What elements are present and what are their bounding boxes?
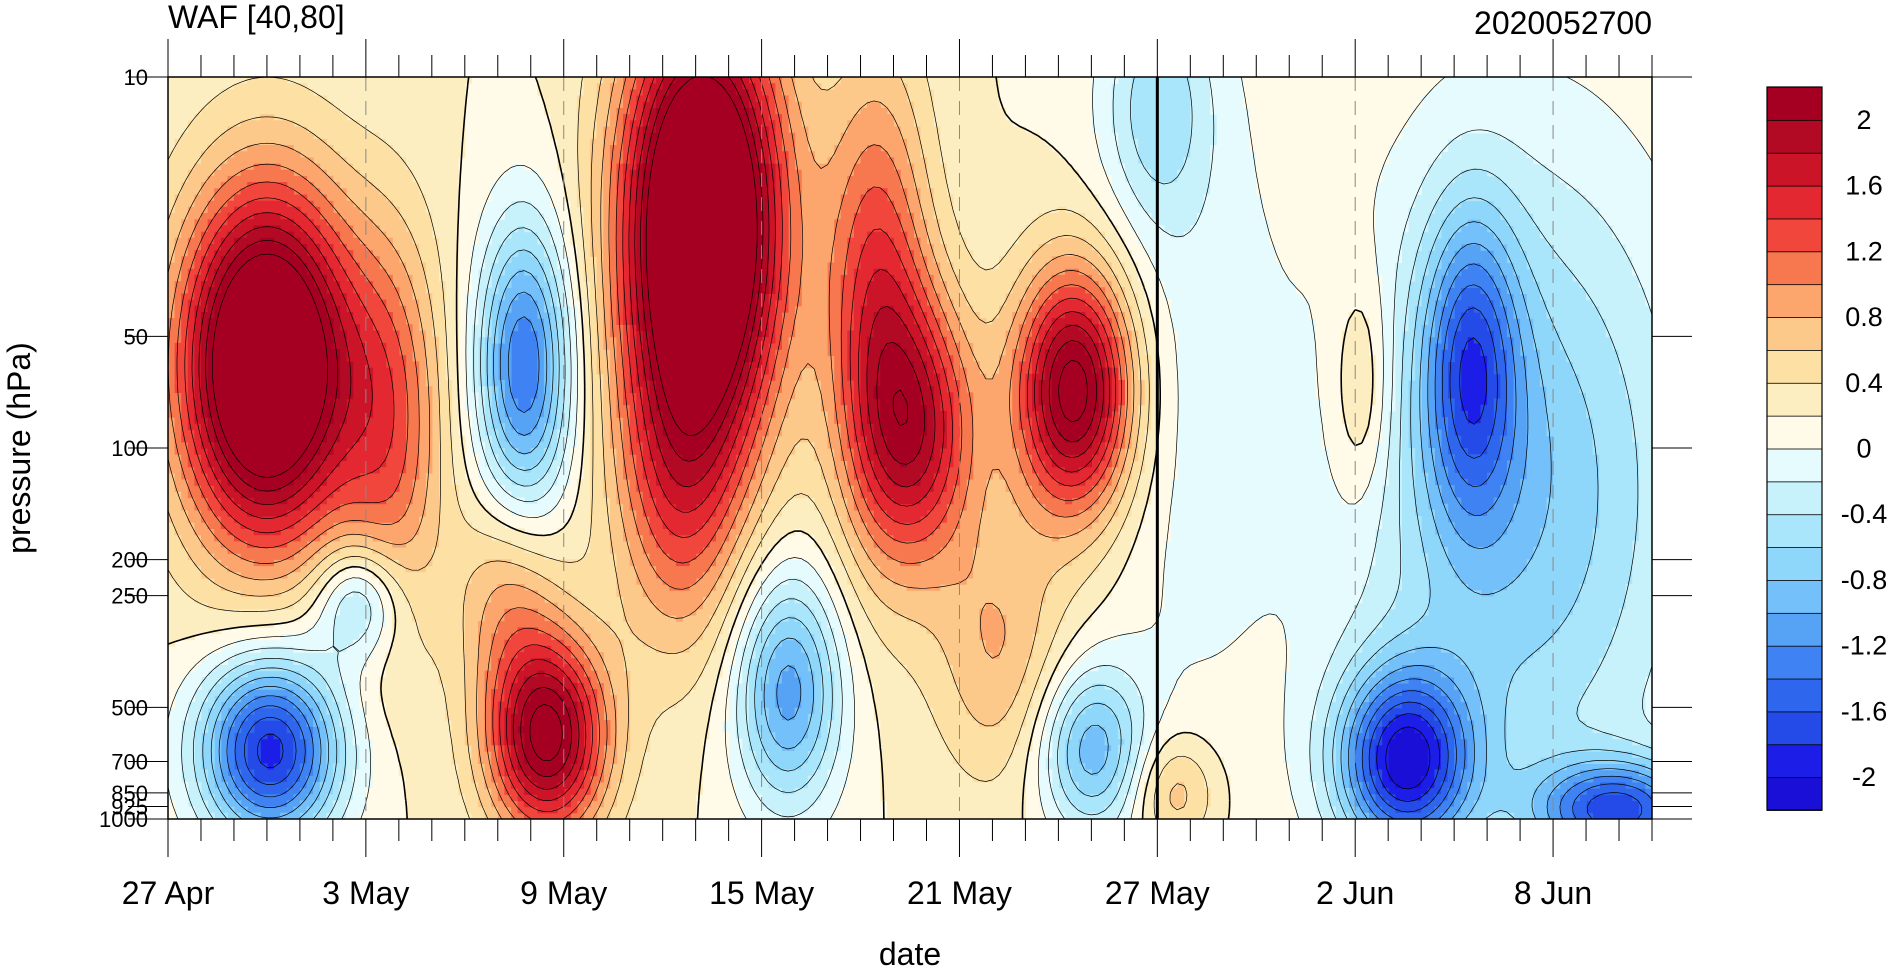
contour-line-9 (181, 77, 1652, 819)
contour-line-5 (218, 242, 1652, 819)
contour-line-15 (168, 77, 1128, 819)
colorbar-swatch-14 (1766, 316, 1823, 351)
contour-line-16 (176, 77, 1122, 819)
colorbar-swatch-1 (1766, 743, 1823, 779)
x-axis-label: date (879, 936, 941, 968)
colorbar-swatch-13 (1766, 349, 1823, 384)
contour-band-6 (214, 219, 1652, 819)
colorbar-label: 1.6 (1845, 171, 1883, 201)
contour-band-19 (194, 77, 1112, 802)
contour-line-11 (168, 77, 1374, 819)
colorbar-swatch-18 (1766, 185, 1823, 220)
contour-line-12 (168, 77, 1209, 819)
x-axis: 27 Apr 3 May 9 May 15 May 21 May 27 May 2 Jun 8… (122, 39, 1653, 911)
y-tick-label: 10 (124, 65, 148, 90)
contour-line-18 (191, 77, 1111, 801)
contour-band-18 (187, 77, 1119, 814)
colorbar-swatch-2 (1766, 711, 1823, 746)
colorbar-swatch-11 (1766, 415, 1823, 450)
x-tick-label: 27 May (1105, 875, 1210, 911)
colorbar-swatch-20 (1766, 119, 1823, 154)
contour-line-17 (184, 77, 1117, 812)
y-tick-label: 100 (111, 436, 148, 461)
colorbar-swatch-21 (1766, 86, 1823, 121)
contour-band-5 (220, 244, 1652, 819)
contour-band-8 (194, 77, 1652, 819)
colorbar-label: 0.8 (1845, 302, 1883, 332)
contour-band-21 (207, 77, 1099, 777)
y-tick-label: 250 (111, 584, 148, 609)
y-tick-label: 1000 (99, 807, 148, 832)
contour-line-1 (256, 337, 1488, 802)
contour-line-3 (234, 284, 1652, 819)
y-tick-label: 50 (124, 324, 148, 349)
x-tick-label: 21 May (907, 875, 1012, 911)
contour-line-4 (226, 263, 1652, 819)
colorbar-label: -1.2 (1841, 631, 1888, 661)
colorbar-swatch-8 (1766, 513, 1823, 548)
y-axis-label: pressure (hPa) (1, 342, 37, 554)
colorbar-label: -1.6 (1841, 696, 1888, 726)
x-tick-label: 2 Jun (1316, 875, 1394, 911)
colorbar-label: 1.2 (1845, 236, 1883, 266)
contour-line-7 (202, 197, 1652, 819)
contour-line-8 (192, 77, 1652, 819)
colorbar-swatch-0 (1766, 776, 1823, 811)
contour-line-14 (168, 77, 1135, 819)
contour-line-19 (198, 77, 1104, 790)
date-gridlines (365, 77, 1554, 819)
colorbar-swatch-4 (1766, 645, 1823, 680)
contour-band-0 (1388, 726, 1429, 789)
x-tick-label: 3 May (322, 875, 409, 911)
y-tick-label: 500 (111, 695, 148, 720)
chart-title-right: 2020052700 (1474, 5, 1652, 41)
contour-band-12 (168, 77, 1376, 819)
contour-line-2 (243, 307, 1643, 819)
x-tick-label: 15 May (709, 875, 814, 911)
colorbar-swatch-6 (1766, 579, 1823, 614)
contour-line-20 (205, 77, 1097, 777)
colorbar: 2 1.6 1.2 0.8 0.4 0 -0.4 -0.8 -1.2 -1.6 -2 (1766, 86, 1888, 811)
x-tick-label: 9 May (520, 875, 607, 911)
colorbar-swatch-7 (1766, 546, 1823, 581)
contour-line-10 (168, 77, 1652, 819)
colorbar-label: -0.4 (1841, 499, 1888, 529)
colorbar-swatch-17 (1766, 218, 1823, 253)
colorbar-swatch-15 (1766, 283, 1823, 318)
contour-band-11 (168, 77, 1652, 819)
colorbar-swatch-19 (1766, 152, 1823, 187)
contour-band-15 (168, 77, 1132, 819)
colorbar-label: 0 (1856, 434, 1871, 464)
colorbar-swatch-5 (1766, 612, 1823, 647)
x-tick-label: 8 Jun (1514, 875, 1592, 911)
colorbar-label: 0.4 (1845, 368, 1883, 398)
x-tick-label: 27 Apr (122, 875, 215, 911)
contour-band-9 (181, 77, 1652, 819)
colorbar-swatch-10 (1766, 448, 1823, 483)
contour-line-13 (168, 77, 1188, 819)
colorbar-label: -0.8 (1841, 565, 1888, 595)
colorbar-swatch-12 (1766, 382, 1823, 417)
colorbar-frame (1766, 86, 1823, 811)
colorbar-label: -2 (1852, 762, 1876, 792)
chart-title-left: WAF [40,80] (168, 0, 345, 35)
contour-line-0 (1385, 726, 1431, 790)
colorbar-swatch-9 (1766, 480, 1823, 516)
colorbar-swatch-16 (1766, 250, 1823, 286)
y-tick-label: 925 (111, 794, 148, 819)
colorbar-swatch-3 (1766, 678, 1823, 713)
contour-line-21 (212, 77, 1088, 762)
contour-field (168, 77, 1652, 819)
contour-line-6 (210, 221, 1652, 819)
y-tick-label: 700 (111, 750, 148, 775)
y-tick-label: 850 (111, 781, 148, 806)
y-tick-label: 200 (111, 548, 148, 573)
colorbar-label: 2 (1856, 105, 1871, 135)
contour-band-14 (168, 77, 1185, 819)
